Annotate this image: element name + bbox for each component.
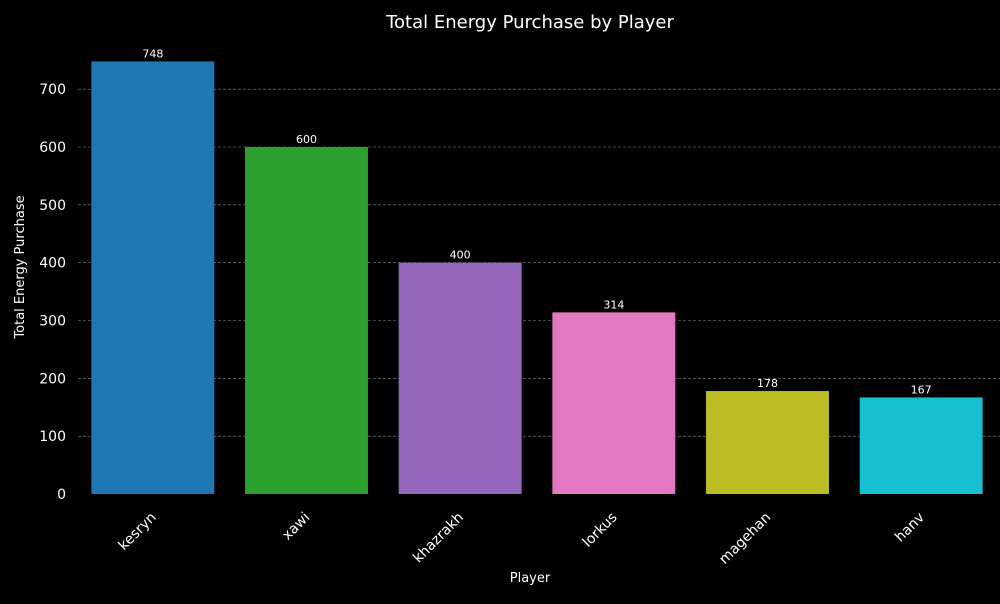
chart-title: Total Energy Purchase by Player <box>385 12 674 33</box>
bar-xawi <box>245 146 368 494</box>
y-tick-label: 200 <box>39 371 66 387</box>
bar-value-label: 600 <box>296 133 317 146</box>
y-axis-ticks: 0 100 200 300 400 500 600 700 <box>39 82 66 503</box>
x-tick-label: magehan <box>716 510 774 568</box>
y-axis-label: Total Energy Purchase <box>13 195 28 339</box>
x-tick-label: khazrakh <box>410 510 467 567</box>
x-tick-label: hanv <box>892 510 928 546</box>
x-tick-label: lorkus <box>580 510 621 551</box>
bar-value-labels: 748 600 400 314 178 167 <box>142 47 931 396</box>
bar-value-label: 167 <box>911 383 932 396</box>
bar-value-label: 748 <box>142 47 163 60</box>
bar-magehan <box>706 391 829 494</box>
gridlines <box>78 88 1000 437</box>
y-tick-label: 0 <box>57 487 66 503</box>
y-tick-label: 700 <box>39 82 66 98</box>
bar-khazrakh <box>398 262 522 494</box>
y-tick-label: 500 <box>39 198 66 214</box>
x-tick-label: xawi <box>279 510 313 544</box>
bar-hanv <box>859 397 983 494</box>
bar-kesryn <box>91 61 215 494</box>
x-tick-label: kesryn <box>116 510 160 554</box>
bar-value-label: 400 <box>450 249 471 262</box>
x-axis-label: Player <box>510 571 551 586</box>
bars <box>91 61 983 494</box>
bar-value-label: 314 <box>603 298 624 311</box>
x-axis-ticks: kesryn xawi khazrakh lorkus magehan hanv <box>116 510 928 568</box>
y-tick-label: 400 <box>39 256 66 272</box>
bar-lorkus <box>552 312 676 494</box>
y-tick-label: 600 <box>39 140 66 156</box>
y-tick-label: 100 <box>39 429 66 445</box>
bar-value-label: 178 <box>757 377 778 390</box>
y-tick-label: 300 <box>39 313 66 329</box>
